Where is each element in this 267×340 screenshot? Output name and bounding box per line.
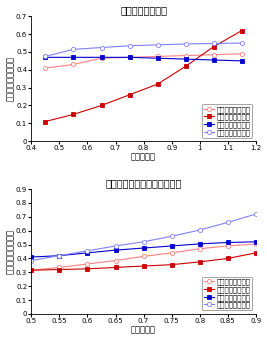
Y-axis label: 生態系栄養転換効率: 生態系栄養転換効率: [6, 56, 15, 101]
Title: 最大摂食率の効果: 最大摂食率の効果: [120, 5, 167, 16]
Title: ミジンコの生態的効率の効果: ミジンコの生態的効率の効果: [105, 178, 182, 188]
Y-axis label: 生態系栄養転換効率: 生態系栄養転換効率: [6, 229, 15, 274]
Legend: 富栄養－低魚密度, 富栄養－高魚密度, 貧栄養－低魚密度, 貧栄養－高魚密度: 富栄養－低魚密度, 富栄養－高魚密度, 貧栄養－低魚密度, 貧栄養－高魚密度: [202, 104, 252, 138]
X-axis label: 生態的効率: 生態的効率: [131, 325, 156, 335]
X-axis label: 最大摂食率: 最大摂食率: [131, 153, 156, 162]
Legend: 富栄養－低魚密度, 富栄養－高魚密度, 貧栄養－低魚密度, 貧栄養－高魚密度: 富栄養－低魚密度, 富栄養－高魚密度, 貧栄養－低魚密度, 貧栄養－高魚密度: [202, 277, 252, 310]
